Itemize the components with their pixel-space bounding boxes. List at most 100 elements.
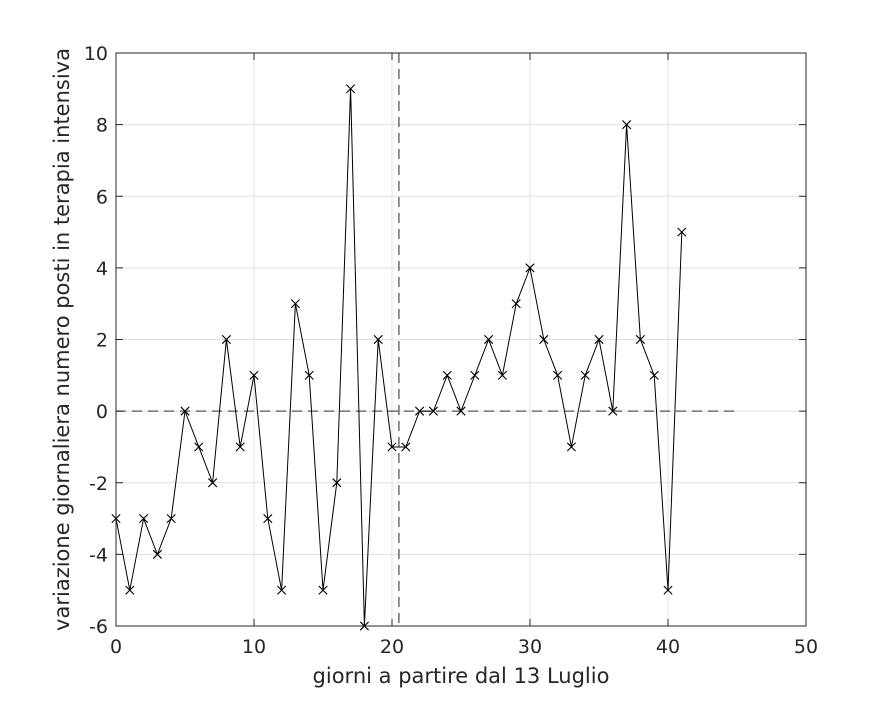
y-tick-labels: -6 -4 -2 0 2 4 6 8 10	[84, 43, 108, 638]
data-point-marker	[566, 442, 576, 452]
marker-stroke	[470, 370, 480, 380]
data-point-marker	[401, 442, 411, 452]
data-point-marker	[318, 585, 328, 595]
x-tick-label: 30	[518, 636, 542, 658]
data-point-marker	[539, 334, 549, 345]
y-tick-label: 0	[96, 401, 108, 423]
series-group	[111, 84, 687, 631]
marker-stroke	[332, 478, 342, 488]
series-line	[115, 88, 683, 627]
marker-stroke	[594, 334, 604, 345]
marker-stroke	[635, 334, 645, 345]
marker-stroke	[442, 370, 452, 380]
y-tick-label: 2	[96, 330, 108, 352]
marker-stroke	[401, 442, 411, 452]
y-tick-label: 4	[96, 258, 108, 280]
data-point-marker	[663, 585, 673, 595]
data-point-marker	[290, 299, 300, 309]
marker-stroke	[580, 370, 590, 380]
data-point-marker	[415, 406, 425, 416]
y-tick-label: -6	[89, 616, 108, 638]
y-tick-label: 10	[84, 43, 108, 65]
data-point-marker	[152, 549, 162, 559]
data-point-marker	[346, 84, 356, 94]
data-point-marker	[456, 406, 466, 416]
data-point-marker	[428, 406, 438, 416]
marker-stroke	[208, 478, 218, 488]
marker-stroke	[428, 406, 438, 416]
marker-stroke	[139, 513, 149, 524]
marker-stroke	[622, 120, 632, 130]
marker-stroke	[677, 227, 687, 237]
data-point-marker	[235, 442, 245, 452]
data-point-marker	[373, 334, 383, 345]
marker-stroke	[387, 442, 397, 452]
marker-stroke	[235, 442, 245, 452]
x-tick-labels: 0 10 20 30 40 50	[110, 636, 818, 658]
data-point-marker	[442, 370, 452, 380]
x-tick-label: 20	[380, 636, 404, 658]
marker-stroke	[346, 84, 356, 94]
y-tick-label: -4	[89, 544, 108, 566]
marker-stroke	[125, 585, 135, 595]
data-point-marker	[221, 334, 231, 345]
marker-stroke	[221, 334, 231, 345]
data-point-marker	[594, 334, 604, 345]
x-tick-label: 40	[656, 636, 680, 658]
data-point-marker	[139, 513, 149, 524]
marker-stroke	[415, 406, 425, 416]
marker-stroke	[497, 370, 507, 380]
axis-ticks	[115, 52, 807, 627]
marker-stroke	[608, 406, 618, 416]
marker-stroke	[304, 370, 314, 380]
data-point-marker	[553, 370, 563, 380]
x-tick-label: 10	[242, 636, 266, 658]
marker-stroke	[511, 299, 521, 309]
marker-stroke	[373, 334, 383, 345]
marker-stroke	[553, 370, 563, 380]
y-axis-label: variazione giornaliera numero posti in t…	[50, 48, 74, 631]
marker-stroke	[152, 549, 162, 559]
marker-stroke	[525, 263, 535, 273]
marker-stroke	[263, 513, 273, 524]
x-tick-label: 50	[794, 636, 818, 658]
data-point-marker	[304, 370, 314, 380]
data-point-marker	[180, 406, 190, 416]
marker-stroke	[318, 585, 328, 595]
x-tick-label: 0	[110, 636, 122, 658]
data-point-marker	[608, 406, 618, 416]
data-point-marker	[525, 263, 535, 273]
y-tick-label: 8	[96, 115, 108, 137]
marker-stroke	[566, 442, 576, 452]
data-point-marker	[635, 334, 645, 345]
data-point-marker	[277, 585, 287, 595]
marker-stroke	[249, 370, 259, 380]
data-point-marker	[166, 513, 176, 524]
marker-stroke	[539, 334, 549, 345]
marker-stroke	[166, 513, 176, 524]
data-point-marker	[249, 370, 259, 380]
data-point-marker	[470, 370, 480, 380]
data-point-marker	[497, 370, 507, 380]
marker-stroke	[194, 442, 204, 452]
data-point-marker	[622, 120, 632, 130]
marker-stroke	[456, 406, 466, 416]
data-point-marker	[194, 442, 204, 452]
y-tick-label: 6	[96, 186, 108, 208]
marker-stroke	[277, 585, 287, 595]
data-point-marker	[511, 299, 521, 309]
data-point-marker	[332, 478, 342, 488]
data-point-marker	[208, 478, 218, 488]
data-point-marker	[387, 442, 397, 452]
marker-stroke	[290, 299, 300, 309]
data-point-marker	[677, 227, 687, 237]
marker-stroke	[649, 370, 659, 380]
data-point-marker	[263, 513, 273, 524]
data-point-marker	[484, 334, 494, 345]
data-point-marker	[580, 370, 590, 380]
marker-stroke	[663, 585, 673, 595]
marker-stroke	[484, 334, 494, 345]
data-point-marker	[125, 585, 135, 595]
x-axis-label: giorni a partire dal 13 Luglio	[313, 664, 610, 688]
